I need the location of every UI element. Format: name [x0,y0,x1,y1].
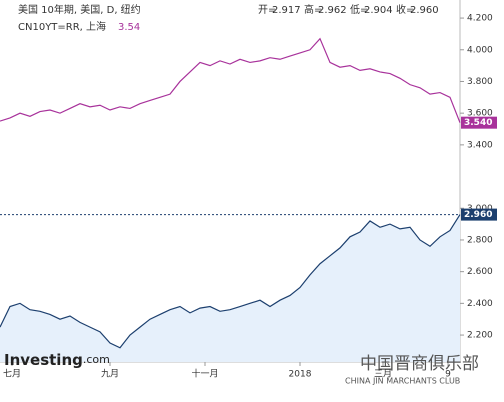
area [0,214,460,362]
last-value-box [461,208,497,221]
series-1-name: CN10YT=RR, 上海 [18,20,106,33]
x-tick-label: 三月 [374,369,392,380]
x-tick-label: 9 [445,370,451,380]
ohlc-text: 低= [350,3,368,16]
ohlc-text: 收= [396,3,414,16]
club: 中国晋商俱乐部 [360,354,479,374]
watermark: Investing.com [4,351,110,369]
line [0,214,461,349]
series-1-value: 3.54 [118,22,140,33]
series-0-name: 美国 10年期, 美国, D, 纽约 [18,3,141,16]
ohlc-text: 2.962 [318,5,347,16]
y-tick-label: 3.800 [467,77,493,87]
x-tick-label: 九月 [101,369,119,380]
y-tick-label: 4.000 [467,45,493,55]
club-en: CHINA JIN MARCHANTS CLUB [345,377,460,386]
watermark-main: Investing [4,351,83,369]
y-tick-label: 3.400 [467,140,493,150]
y-tick-label: 2.800 [467,235,493,245]
y-tick-label: 2.200 [467,331,493,341]
x-tick-label: 七月 [3,369,21,380]
ohlc-text: 2.904 [364,5,393,16]
y-tick-label: 2.600 [467,267,493,277]
y-tick-label: 4.200 [467,14,493,24]
ohlc-text: 高= [304,3,322,16]
line [0,37,461,123]
last-value-label: 3.540 [464,118,492,128]
ohlc-text: 2.917 [272,5,301,16]
ohlc-text: 开= [258,5,276,16]
x-tick-label: 2018 [289,370,312,380]
x-tick-label: 十一月 [191,368,218,380]
last-value-label: 2.960 [464,210,492,220]
last-value-box [461,116,497,129]
watermark-suffix: .com [83,353,110,366]
y-tick-label: 2.400 [467,299,493,309]
y-tick-label: 3.600 [467,109,493,119]
ohlc-text: 2.960 [410,5,439,16]
